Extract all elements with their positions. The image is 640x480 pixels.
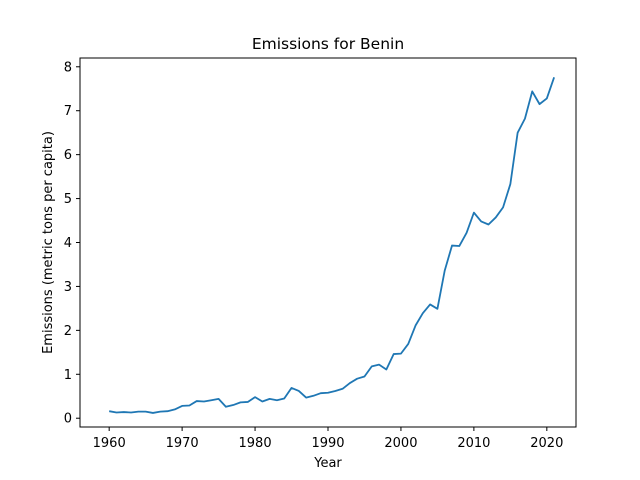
y-tick-label: 2 <box>64 324 72 339</box>
plot-frame <box>79 57 577 428</box>
y-axis: 0 1 2 3 4 5 6 7 8 <box>64 60 80 427</box>
y-tick-label: 4 <box>64 236 72 251</box>
y-tick-label: 7 <box>64 104 72 119</box>
y-tick-label: 3 <box>64 280 72 295</box>
y-tick-label: 5 <box>64 192 72 207</box>
x-tick-label: 2000 <box>384 436 417 451</box>
x-tick-label: 2010 <box>457 436 490 451</box>
series-line <box>109 77 555 414</box>
y-tick-label: 8 <box>64 60 72 75</box>
x-tick-label: 1980 <box>239 436 272 451</box>
y-tick-label: 0 <box>64 412 72 427</box>
y-tick-label: 6 <box>64 148 72 163</box>
y-tick-label: 1 <box>64 368 72 383</box>
x-axis: 1960 1970 1980 1990 2000 2010 2020 <box>93 427 563 451</box>
x-tick-label: 1960 <box>93 436 126 451</box>
x-tick-label: 2020 <box>530 436 563 451</box>
x-axis-title: Year <box>313 456 342 471</box>
x-tick-label: 1990 <box>311 436 344 451</box>
y-axis-title: Emissions (metric tons per capita) <box>41 131 56 354</box>
chart-title: Emissions for Benin <box>252 35 404 53</box>
x-tick-label: 1970 <box>166 436 199 451</box>
